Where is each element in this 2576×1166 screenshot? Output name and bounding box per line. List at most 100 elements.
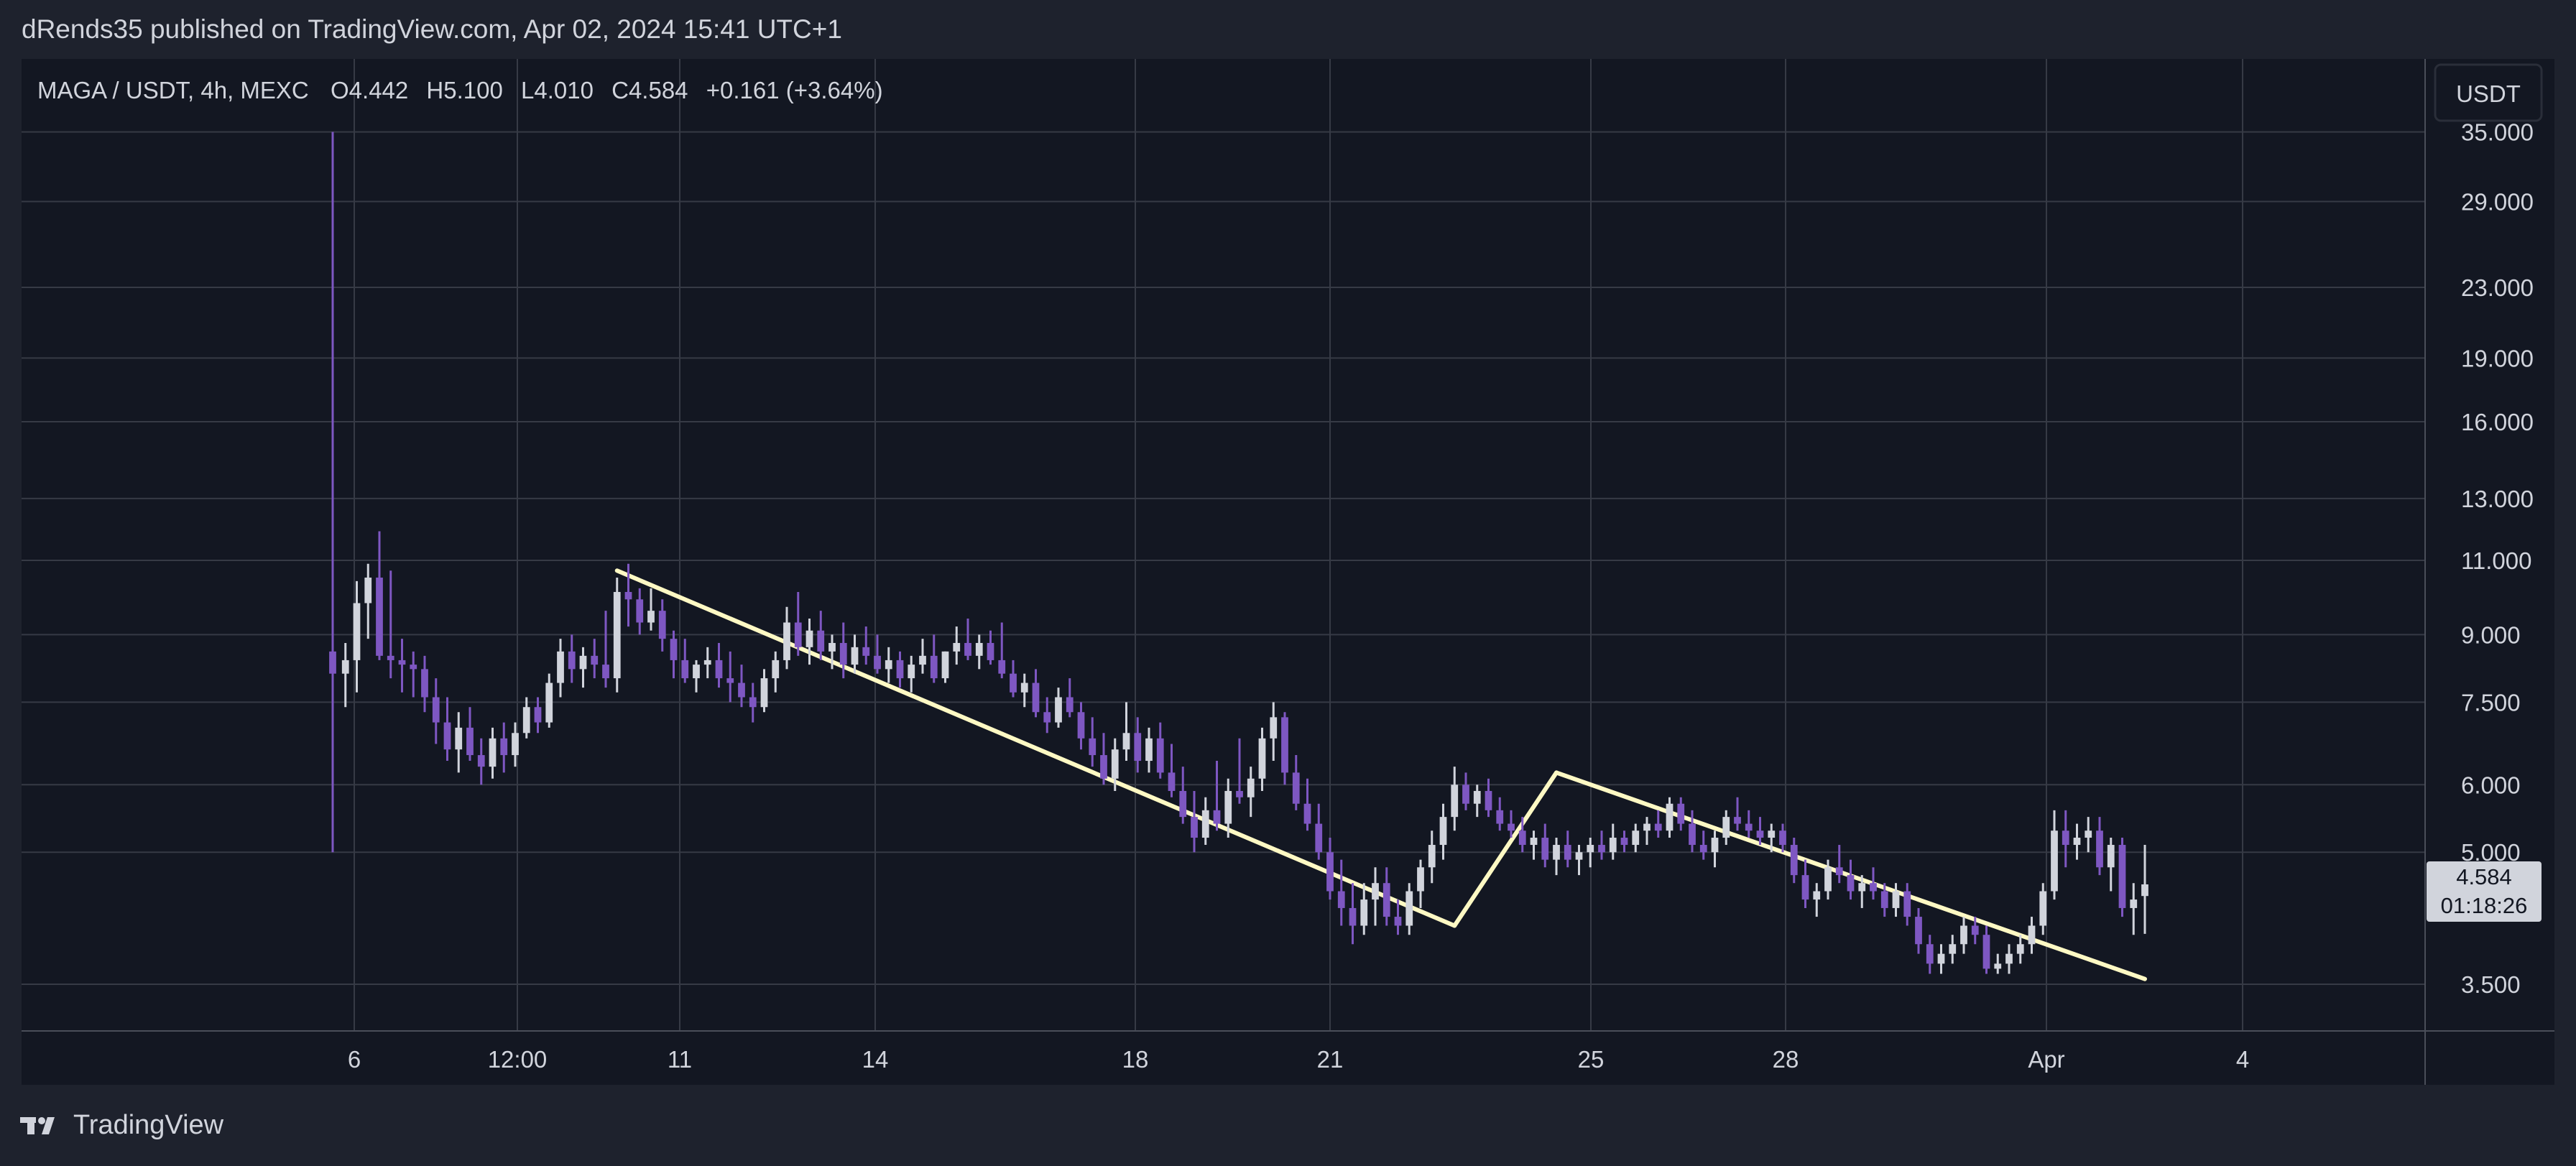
candle-body[interactable] <box>1145 738 1153 762</box>
candle-body[interactable] <box>1813 891 1821 900</box>
candle-body[interactable] <box>885 660 892 670</box>
candle-body[interactable] <box>2062 830 2069 846</box>
candle-body[interactable] <box>851 647 859 665</box>
candle-body[interactable] <box>1949 944 1957 954</box>
candle-body[interactable] <box>1258 738 1266 779</box>
candle-body[interactable] <box>534 707 542 723</box>
candle-body[interactable] <box>568 651 576 670</box>
candle-body[interactable] <box>828 642 836 652</box>
candle-body[interactable] <box>1270 717 1278 739</box>
candle-body[interactable] <box>1530 838 1538 846</box>
candle-body[interactable] <box>1089 738 1097 756</box>
candle-body[interactable] <box>557 651 564 683</box>
candle-body[interactable] <box>2141 884 2148 897</box>
candle-body[interactable] <box>817 630 825 652</box>
candle-body[interactable] <box>1790 845 1798 876</box>
candle-body[interactable] <box>1292 772 1300 804</box>
candle-body[interactable] <box>579 655 587 670</box>
candle-body[interactable] <box>1960 925 1967 945</box>
candle-body[interactable] <box>1847 875 1855 892</box>
candle-body[interactable] <box>1224 790 1232 824</box>
candle-body[interactable] <box>1666 803 1674 831</box>
candle-body[interactable] <box>1134 733 1142 762</box>
candle-body[interactable] <box>941 651 949 679</box>
candle-body[interactable] <box>1632 830 1640 846</box>
candle-body[interactable] <box>2073 838 2081 846</box>
candle-body[interactable] <box>1168 772 1176 791</box>
candle-body[interactable] <box>2005 953 2013 964</box>
candle-body[interactable] <box>1880 891 1888 908</box>
candle-body[interactable] <box>953 642 961 652</box>
candles[interactable] <box>329 131 2148 974</box>
candle-body[interactable] <box>1677 803 1685 824</box>
candle-body[interactable] <box>681 660 689 679</box>
candle-body[interactable] <box>1349 907 1357 926</box>
candle-body[interactable] <box>1043 712 1051 723</box>
candle-body[interactable] <box>1870 883 1877 892</box>
candle-body[interactable] <box>1077 712 1085 739</box>
candle-body[interactable] <box>1699 845 1707 853</box>
candle-body[interactable] <box>1315 823 1323 853</box>
candle-body[interactable] <box>1926 944 1934 964</box>
candle-body[interactable] <box>1824 867 1832 892</box>
candle-body[interactable] <box>703 660 711 665</box>
candle-body[interactable] <box>1722 817 1730 838</box>
candle-body[interactable] <box>1915 917 1922 945</box>
candle-body[interactable] <box>919 655 926 665</box>
candle-body[interactable] <box>1473 790 1481 804</box>
candle-body[interactable] <box>693 665 700 679</box>
candle-body[interactable] <box>1032 683 1040 713</box>
candle-body[interactable] <box>1620 838 1628 846</box>
candle-body[interactable] <box>1734 817 1741 824</box>
tradingview-brand[interactable]: TradingView <box>20 1110 223 1141</box>
candle-body[interactable] <box>1100 755 1107 779</box>
candle-body[interactable] <box>387 655 394 660</box>
candle-body[interactable] <box>1587 845 1594 853</box>
candle-body[interactable] <box>1326 852 1334 892</box>
candle-body[interactable] <box>1485 790 1492 810</box>
candle-body[interactable] <box>1971 925 1979 935</box>
candle-body[interactable] <box>1236 790 1243 797</box>
candle-body[interactable] <box>749 697 757 708</box>
candle-body[interactable] <box>602 665 609 679</box>
candle-body[interactable] <box>1462 785 1469 804</box>
candle-body[interactable] <box>1066 697 1074 713</box>
candle-body[interactable] <box>489 738 497 767</box>
candle-body[interactable] <box>1156 738 1164 773</box>
price-axis[interactable]: 35.000 29.000 23.000 19.000 16.000 13.000 11.0… <box>2461 119 2534 998</box>
candle-body[interactable] <box>455 727 463 750</box>
candle-body[interactable] <box>1020 683 1028 693</box>
candle-body[interactable] <box>2051 830 2058 892</box>
candle-body[interactable] <box>522 707 530 734</box>
candle-body[interactable] <box>364 577 372 603</box>
candle-body[interactable] <box>647 611 655 623</box>
candle-body[interactable] <box>998 660 1006 674</box>
candle-body[interactable] <box>466 727 474 756</box>
candle-body[interactable] <box>874 655 881 670</box>
candle-body[interactable] <box>477 755 485 767</box>
candle-body[interactable] <box>1768 830 1776 838</box>
candle-body[interactable] <box>862 647 870 656</box>
candle-body[interactable] <box>726 678 734 683</box>
candle-body[interactable] <box>760 678 768 708</box>
candle-body[interactable] <box>1994 963 2002 969</box>
candle-body[interactable] <box>1179 790 1187 818</box>
candle-body[interactable] <box>545 683 553 723</box>
currency-button[interactable]: USDT <box>2434 63 2543 122</box>
candle-body[interactable] <box>1382 883 1390 917</box>
candle-body[interactable] <box>421 669 428 698</box>
candle-body[interactable] <box>1835 867 1843 876</box>
candle-body[interactable] <box>443 722 451 750</box>
candle-body[interactable] <box>1191 817 1198 838</box>
candle-body[interactable] <box>1417 867 1424 892</box>
candle-body[interactable] <box>1055 697 1062 723</box>
candle-body[interactable] <box>2085 830 2092 838</box>
time-axis[interactable]: 6 12:00 11 14 18 21 25 28 Apr 4 <box>348 1046 2249 1073</box>
candle-body[interactable] <box>1122 733 1130 750</box>
candle-body[interactable] <box>341 660 349 674</box>
candle-body[interactable] <box>987 642 994 660</box>
candle-body[interactable] <box>772 660 780 679</box>
candle-body[interactable] <box>1711 838 1719 853</box>
candle-body[interactable] <box>930 655 938 679</box>
